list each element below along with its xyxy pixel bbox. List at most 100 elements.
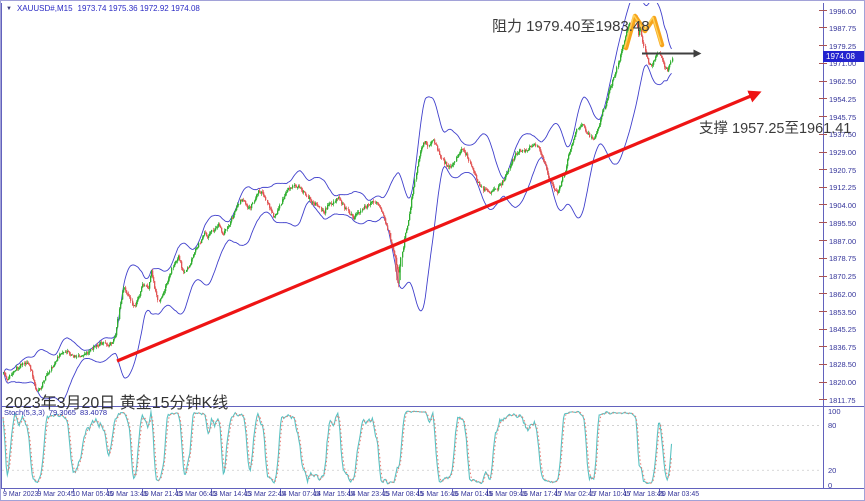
time-axis-label: 20 Mar 03:45 xyxy=(657,491,700,498)
time-axis-label: 14 Mar 07:45 xyxy=(278,491,320,498)
stoch-indicator-label: Stoch(5,3,3) 79.3065 83.4078 xyxy=(4,408,111,417)
time-axis-label: 14 Mar 23:45 xyxy=(347,491,389,498)
price-tick xyxy=(819,98,827,100)
chart-title: ▼ XAUUSD#,M15 1973.74 1975.36 1972.92 19… xyxy=(6,4,200,13)
price-tick xyxy=(819,399,827,401)
price-tick xyxy=(819,363,827,365)
time-axis-label: 15 Mar 16:45 xyxy=(416,491,458,498)
stoch-scale-label: 0 xyxy=(828,481,833,491)
time-tick xyxy=(314,488,316,491)
price-tick xyxy=(819,10,827,11)
price-axis-label: 1954.25 xyxy=(829,94,857,104)
price-tick xyxy=(819,381,827,383)
time-tick xyxy=(658,488,660,491)
time-axis-label: 17 Mar 02:45 xyxy=(554,491,596,498)
price-axis-label: 1979.25 xyxy=(829,41,857,51)
price-tick xyxy=(819,222,827,224)
price-axis-label: 1878.75 xyxy=(829,254,857,264)
symbol-timeframe: XAUUSD#,M15 xyxy=(16,4,73,13)
stoch-k-value: 79.3065 xyxy=(48,408,76,417)
price-axis-label: 1937.50 xyxy=(829,130,857,140)
stoch-timeaxis-separator xyxy=(1,488,864,489)
time-axis-label: 9 Mar 20:45 xyxy=(37,491,75,498)
time-axis-label: 13 Mar 06:45 xyxy=(175,491,217,498)
time-tick xyxy=(38,488,40,491)
time-tick xyxy=(176,488,178,491)
time-tick xyxy=(107,488,109,491)
ohlc-values: 1973.74 1975.36 1972.92 1974.08 xyxy=(77,4,200,13)
price-tick xyxy=(819,80,827,82)
stoch-scale-label: 20 xyxy=(828,466,837,476)
price-axis-label: 1870.25 xyxy=(829,272,857,282)
main-stoch-separator[interactable] xyxy=(1,406,864,407)
stoch-name: Stoch(5,3,3) xyxy=(4,408,45,417)
date-caption: 2023年3月20日 黄金15分钟K线 xyxy=(5,395,229,412)
time-tick xyxy=(4,488,5,491)
time-tick xyxy=(417,488,419,491)
price-axis-label: 1962.50 xyxy=(829,77,857,87)
price-tick xyxy=(819,116,827,118)
price-tick xyxy=(819,311,827,313)
price-tick xyxy=(819,257,827,259)
price-axis-label: 1820.00 xyxy=(829,378,857,388)
price-axis-label: 1836.75 xyxy=(829,342,857,352)
price-axis-label: 1895.50 xyxy=(829,218,857,228)
time-axis-label: 10 Mar 21:45 xyxy=(140,491,183,498)
price-axis-label: 1904.00 xyxy=(829,200,857,210)
price-tick xyxy=(819,133,827,135)
stoch-d-value: 83.4078 xyxy=(79,408,108,417)
plot-left-border xyxy=(1,3,2,488)
price-axis-label: 1912.25 xyxy=(829,183,857,193)
price-tick xyxy=(819,169,827,170)
time-tick xyxy=(452,488,454,491)
price-axis-label: 1853.50 xyxy=(829,307,857,317)
current-price-value: 1974.08 xyxy=(826,52,855,62)
price-axis-border xyxy=(823,3,824,488)
price-tick xyxy=(819,27,827,29)
price-axis-label: 1845.25 xyxy=(829,325,857,335)
current-price-tag: 1974.08 xyxy=(823,51,864,63)
time-tick xyxy=(348,488,350,491)
time-tick xyxy=(624,488,626,491)
time-axis-label: 10 Mar 05:45 xyxy=(71,491,114,498)
price-axis-label: 1971.00 xyxy=(829,59,857,69)
price-tick xyxy=(819,204,827,206)
price-axis-label: 1996.00 xyxy=(829,6,857,16)
time-tick xyxy=(555,488,557,491)
time-tick xyxy=(72,488,74,491)
time-axis-label: 16 Mar 09:45 xyxy=(485,491,527,498)
time-axis-label: 14 Mar 15:45 xyxy=(313,491,355,498)
time-axis-label: 9 Mar 2023 xyxy=(3,491,39,498)
time-axis-label: 16 Mar 17:45 xyxy=(520,491,562,498)
price-tick xyxy=(819,186,827,188)
symbol-dropdown-icon[interactable]: ▼ xyxy=(6,5,12,12)
support-label: 支撑 1957.25至1961.41 xyxy=(699,121,852,137)
time-axis-label: 13 Mar 22:45 xyxy=(244,491,286,498)
price-tick xyxy=(819,151,827,153)
price-tick xyxy=(819,346,827,348)
price-axis-label: 1945.75 xyxy=(829,112,857,122)
time-tick xyxy=(245,488,247,491)
stoch-scale-label: 80 xyxy=(828,421,837,431)
time-axis-label: 10 Mar 13:45 xyxy=(106,491,148,498)
time-tick xyxy=(141,488,143,491)
price-axis-label: 1920.75 xyxy=(829,165,857,175)
price-axis-label: 1987.75 xyxy=(829,23,857,33)
stoch-scale-label: 100 xyxy=(828,406,841,416)
time-tick xyxy=(383,488,385,491)
price-axis-label: 1862.00 xyxy=(829,289,857,299)
price-tick xyxy=(819,45,827,47)
price-tick xyxy=(819,62,827,64)
price-tick xyxy=(819,293,827,295)
time-axis-label: 17 Mar 10:45 xyxy=(588,491,631,498)
time-tick xyxy=(589,488,591,491)
price-axis-label: 1887.00 xyxy=(829,236,857,246)
price-tick xyxy=(819,328,827,330)
time-axis-label: 15 Mar 08:45 xyxy=(382,491,424,498)
time-axis-label: 13 Mar 14:45 xyxy=(209,491,252,498)
time-tick xyxy=(279,488,281,491)
time-tick xyxy=(486,488,488,491)
price-axis-label: 1811.75 xyxy=(829,395,856,405)
